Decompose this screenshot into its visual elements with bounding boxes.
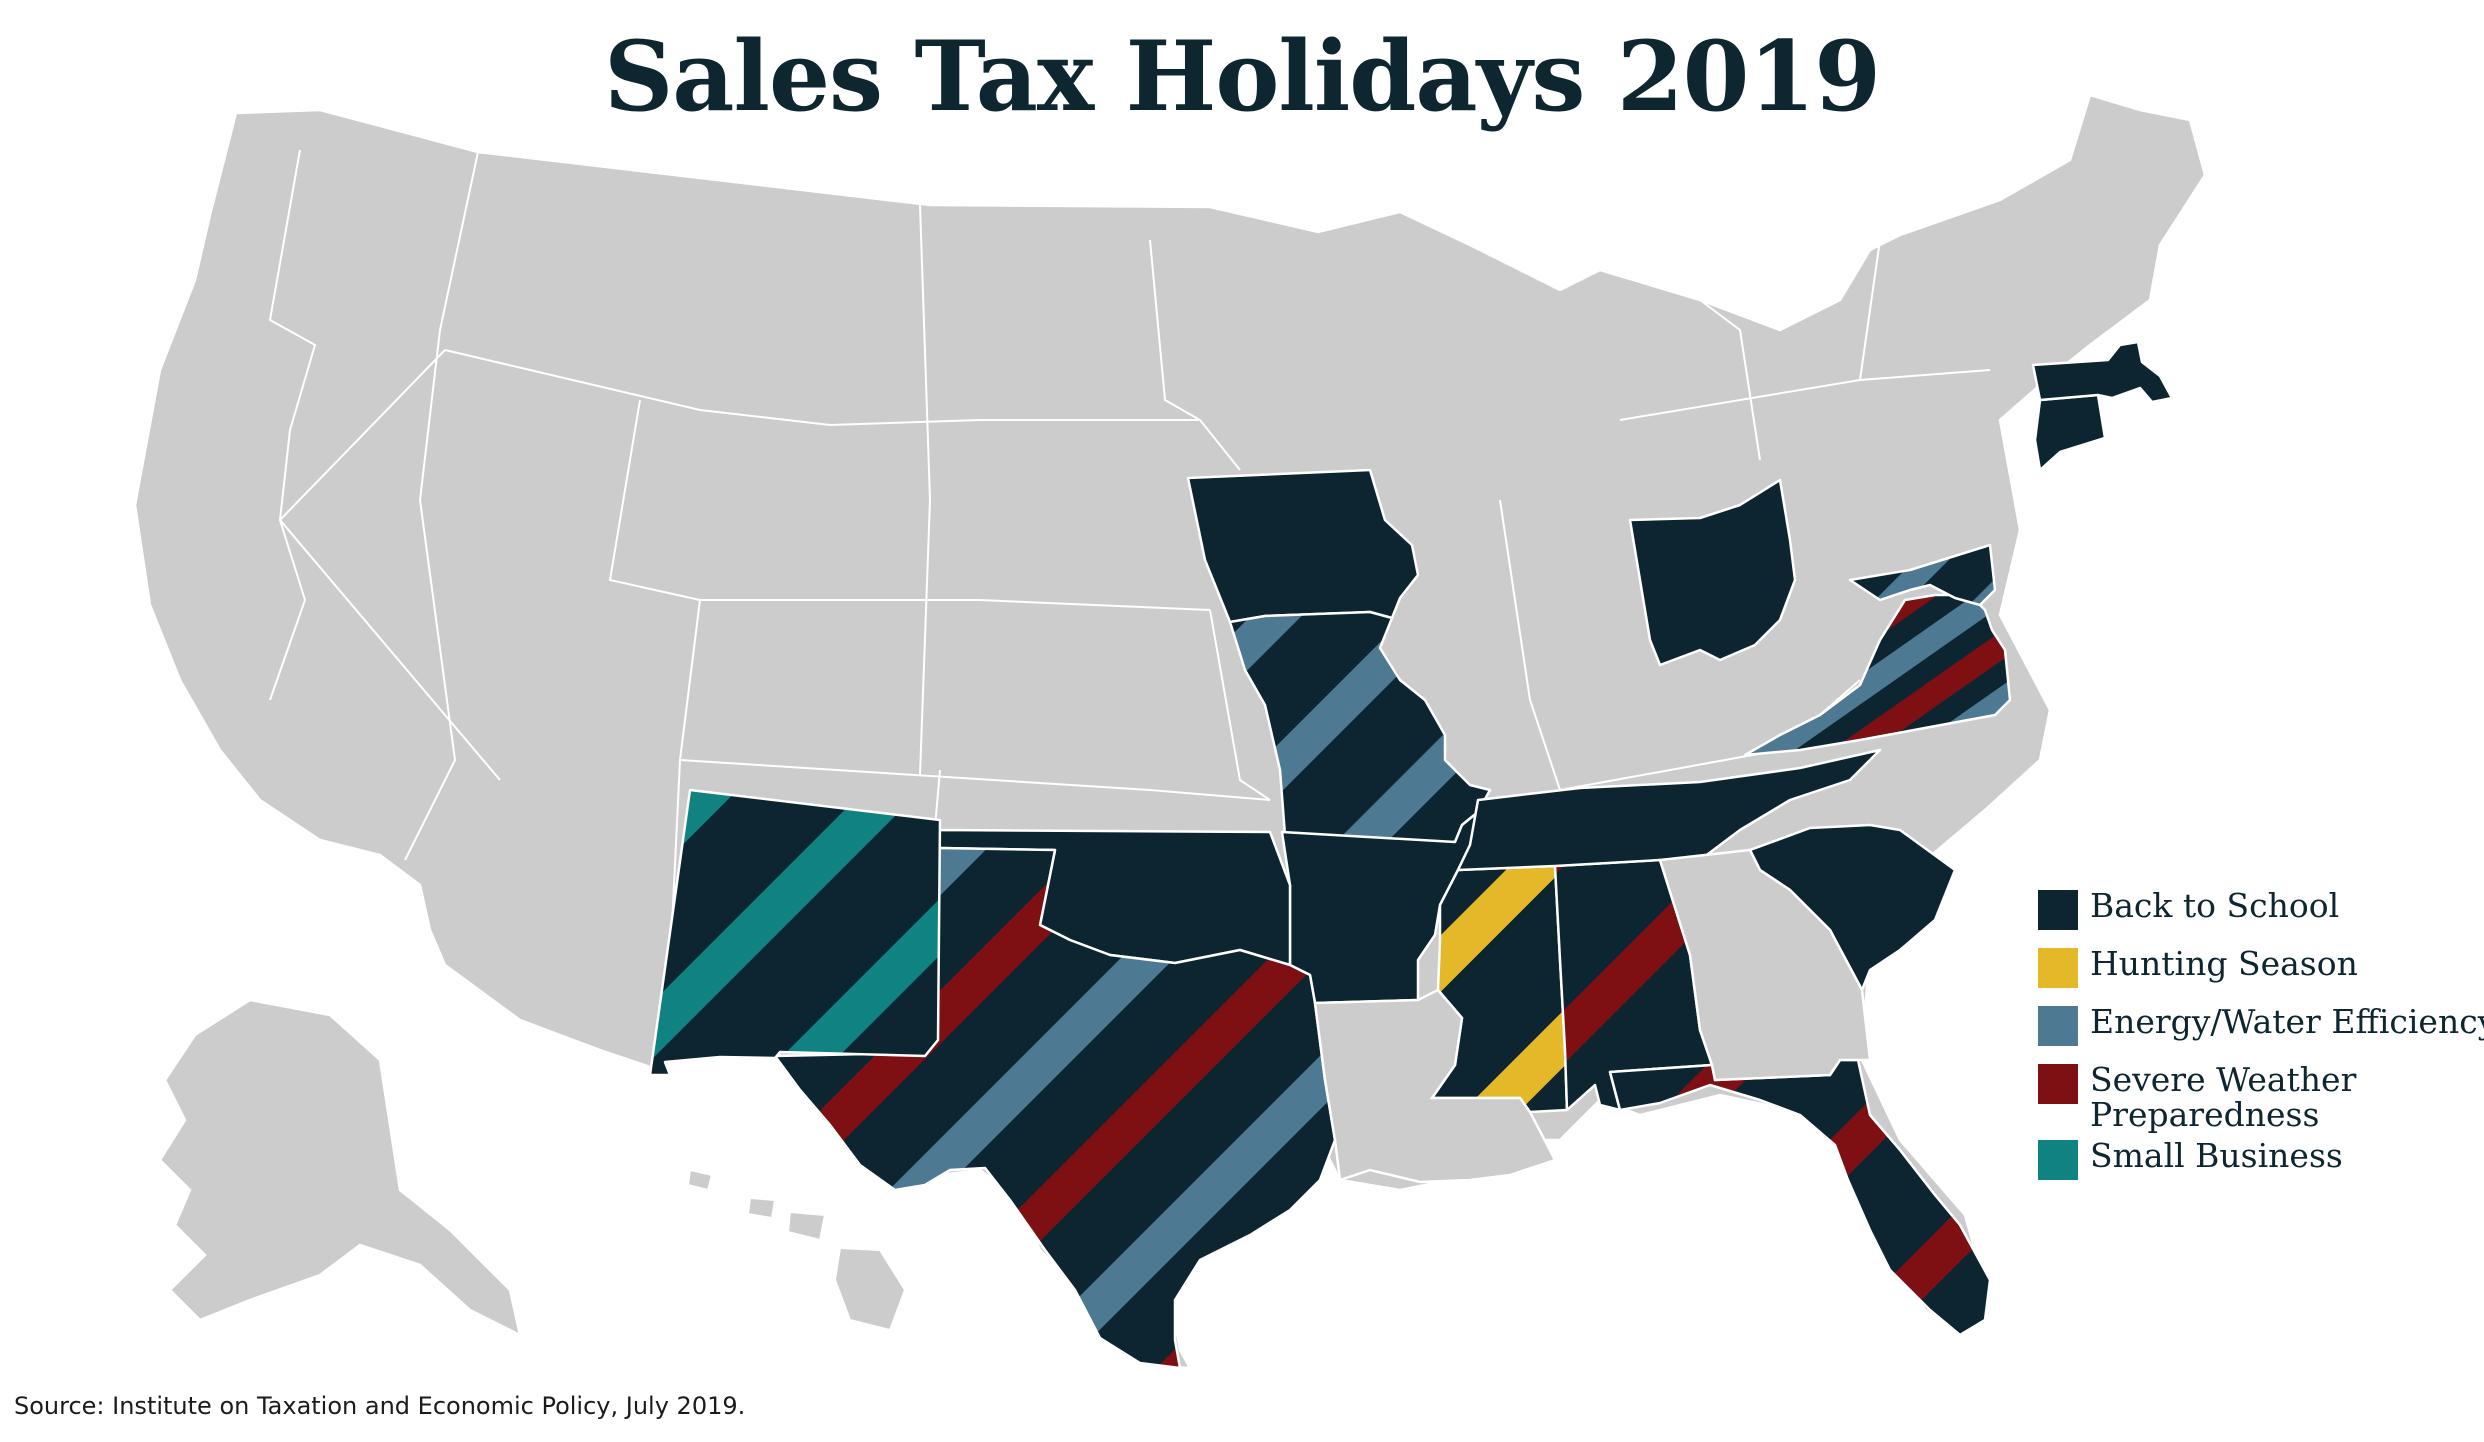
legend-label: Small Business — [2090, 1136, 2343, 1175]
state-connecticut[interactable] — [2033, 393, 2107, 472]
hawaii — [686, 1168, 907, 1332]
state-massachusetts[interactable] — [2031, 340, 2174, 404]
legend-swatch-energy-water-efficiency — [2038, 1006, 2078, 1046]
legend-swatch-small-business — [2038, 1140, 2078, 1180]
state-ohio[interactable] — [1628, 478, 1797, 667]
state-maryland[interactable] — [1848, 543, 1997, 607]
state-iowa[interactable] — [1186, 468, 1420, 624]
legend-label: Hunting Season — [2090, 944, 2358, 983]
legend-label: Back to School — [2090, 886, 2340, 925]
legend-swatch-hunting-season — [2038, 948, 2078, 988]
state-new-mexico[interactable] — [648, 788, 942, 1077]
state-georgia — [1658, 848, 1872, 1082]
map-title: Sales Tax Holidays 2019 — [603, 20, 1881, 133]
legend-swatch-severe-weather-preparedness — [2038, 1064, 2078, 1104]
state-florida[interactable] — [1608, 1058, 1992, 1337]
state-texas[interactable] — [773, 846, 1337, 1370]
alaska — [158, 998, 522, 1338]
legend-swatch-back-to-school — [2038, 890, 2078, 930]
state-louisiana — [1313, 988, 1557, 1184]
legend-label: Severe Weather Preparedness — [2090, 1060, 2357, 1134]
state-tennessee[interactable] — [1456, 748, 1882, 872]
legend-label: Energy/Water Efficiency — [2090, 1002, 2484, 1041]
state-mississippi[interactable] — [1430, 864, 1569, 1114]
state-missouri[interactable] — [1228, 610, 1492, 844]
source-note: Source: Institute on Taxation and Econom… — [14, 1392, 746, 1420]
